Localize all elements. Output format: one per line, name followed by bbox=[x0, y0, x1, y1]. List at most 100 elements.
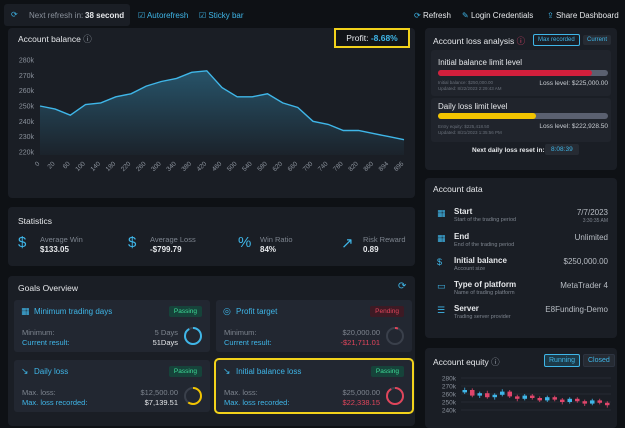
y-tick-label: 230k bbox=[19, 134, 35, 141]
goal-row-label: Current result: bbox=[22, 338, 70, 347]
x-tick-label: 180 bbox=[105, 160, 118, 173]
goal-status: Passing bbox=[370, 366, 404, 377]
profit-box: Profit: -8.68% bbox=[334, 28, 410, 48]
y-tick-label: 240k bbox=[19, 119, 35, 126]
x-tick-label: 894 bbox=[378, 160, 391, 173]
refresh-value: 38 second bbox=[85, 11, 125, 20]
tab-max-recorded[interactable]: Max recorded bbox=[533, 34, 580, 46]
goal-title: Profit target bbox=[236, 307, 278, 316]
candle-body bbox=[485, 393, 490, 398]
candle-body bbox=[545, 397, 550, 401]
tab-current[interactable]: Current bbox=[583, 35, 612, 45]
stat-icon: $ bbox=[128, 234, 137, 251]
account-row-sub: Name of trading platform bbox=[454, 290, 515, 296]
x-tick-label: 660 bbox=[287, 160, 300, 173]
x-tick-label: 580 bbox=[256, 160, 269, 173]
candle-body bbox=[567, 398, 572, 402]
equity-closed[interactable]: Closed bbox=[583, 354, 615, 367]
account-icon: $ bbox=[437, 257, 443, 267]
dashboard: ⟳ Next refresh in: 38 second ☑ Autorefre… bbox=[4, 4, 619, 428]
balance-chart: 220k 230k 240k 250k 260k 270k 280k 0 20 60 100 140 1… bbox=[19, 58, 406, 174]
goal-title: Minimum trading days bbox=[34, 307, 113, 316]
stat-value: 84% bbox=[260, 245, 277, 254]
stat-value: -$799.79 bbox=[150, 245, 182, 254]
page: ⟳ Next refresh in: 38 second ☑ Autorefre… bbox=[4, 4, 619, 428]
x-tick-label: 500 bbox=[226, 160, 239, 173]
initial-base: Initial balance: $250,000.00 bbox=[438, 80, 494, 85]
candle-body bbox=[552, 397, 557, 400]
x-tick-label: 820 bbox=[347, 160, 360, 173]
x-tick-label: 420 bbox=[196, 160, 209, 173]
balance-title: Account balance ⓘ bbox=[18, 34, 92, 44]
x-tick-label: 860 bbox=[362, 160, 375, 173]
daily-title: Daily loss limit level bbox=[438, 102, 508, 111]
goal-ring bbox=[184, 387, 202, 405]
refresh-box bbox=[4, 4, 130, 26]
goal-row-value: $12,500.00 bbox=[140, 388, 178, 397]
x-tick-label: 340 bbox=[165, 160, 178, 173]
account-icon: ▦ bbox=[437, 208, 446, 218]
stat-icon: % bbox=[238, 234, 252, 251]
goal-icon: ↘ bbox=[21, 366, 29, 376]
y-tick-label: 280k bbox=[19, 58, 35, 65]
x-tick-label: 220 bbox=[120, 160, 133, 173]
balance-area bbox=[40, 70, 404, 155]
stat-icon: ↗ bbox=[341, 235, 354, 252]
candle-body bbox=[522, 395, 527, 399]
goal-card: ▦ Minimum trading days Passing Minimum: 5 Da… bbox=[14, 300, 210, 352]
equity-running[interactable]: Running bbox=[544, 354, 581, 367]
goal-row-value: 5 Days bbox=[154, 328, 178, 337]
reset-label: Next daily loss reset in: bbox=[472, 147, 545, 154]
refresh-button[interactable]: ⟳ Refresh bbox=[414, 11, 451, 20]
stat-label: Average Loss bbox=[150, 235, 196, 244]
account-row-sub: End of the trading period bbox=[454, 242, 515, 248]
daily-section bbox=[431, 98, 611, 142]
initial-loss-level: Loss level: $225,000.00 bbox=[539, 80, 608, 87]
goal-row-label: Minimum: bbox=[22, 328, 55, 337]
equity-panel: Account equity ⓘ Running Closed 240k 250k… bbox=[425, 348, 617, 428]
candle-body bbox=[470, 390, 475, 396]
goals-title: Goals Overview bbox=[18, 283, 78, 293]
candle-body bbox=[575, 398, 580, 402]
equity-title-text: Account equity bbox=[433, 357, 489, 367]
share-dashboard-button[interactable]: ⇪ Share Dashboard bbox=[547, 11, 619, 20]
account-row-extra: 3:30:35 AM bbox=[582, 218, 608, 224]
goals-panel: Goals Overview ⟳ ▦ Minimum trading days Pa… bbox=[8, 276, 415, 426]
goal-icon: ▦ bbox=[21, 306, 30, 316]
x-tick-label: 260 bbox=[135, 160, 148, 173]
goals-refresh[interactable]: ⟳ bbox=[398, 281, 407, 292]
account-row-sub: Account size bbox=[454, 266, 486, 272]
goal-icon: ◎ bbox=[223, 306, 231, 316]
refresh-icon: ⟳ bbox=[11, 10, 18, 19]
goal-row-value: $25,000.00 bbox=[342, 388, 380, 397]
goal-ring bbox=[184, 327, 202, 345]
x-tick-label: 460 bbox=[211, 160, 224, 173]
initial-updated: Updated: 8/22/2023 2:29:43 AM bbox=[438, 86, 502, 91]
loss-analysis-title-text: Account loss analysis bbox=[433, 36, 515, 46]
autorefresh-toggle[interactable]: ☑ Autorefresh bbox=[138, 11, 189, 20]
share-dashboard-text: Share Dashboard bbox=[555, 11, 619, 20]
y-tick-label: 250k bbox=[19, 104, 35, 111]
login-credentials-button[interactable]: ✎ Login Credentials bbox=[462, 11, 534, 20]
goal-icon: ↘ bbox=[223, 366, 231, 376]
y-tick-label: 240k bbox=[442, 408, 457, 415]
goal-row-value: 51Days bbox=[152, 338, 178, 347]
x-tick-label: 20 bbox=[47, 160, 57, 170]
y-tick-label: 280k bbox=[442, 376, 457, 383]
account-data-panel: Account data ▦ Start Start of the trading … bbox=[425, 178, 617, 338]
sticky-bar-toggle[interactable]: ☑ Sticky bar bbox=[199, 11, 244, 20]
daily-loss-level: Loss level: $222,928.50 bbox=[539, 123, 608, 130]
account-icon: ☰ bbox=[437, 305, 446, 315]
account-data-title: Account data bbox=[433, 184, 483, 194]
account-row-title: Type of platform bbox=[454, 280, 517, 289]
account-row-title: Start bbox=[454, 207, 473, 216]
x-tick-label: 300 bbox=[150, 160, 163, 173]
candle-body bbox=[477, 393, 482, 396]
goal-status: Pending bbox=[370, 306, 404, 317]
goal-ring bbox=[386, 387, 404, 405]
goal-row-value: $7,139.51 bbox=[144, 398, 178, 407]
x-tick-label: 140 bbox=[89, 160, 102, 173]
goal-card: ↘ Initial balance loss Passing Max. loss: $2… bbox=[214, 358, 414, 414]
candle-body bbox=[605, 402, 610, 406]
statistics-panel: Statistics $ Average Win $133.05 $ Average L… bbox=[8, 207, 415, 266]
